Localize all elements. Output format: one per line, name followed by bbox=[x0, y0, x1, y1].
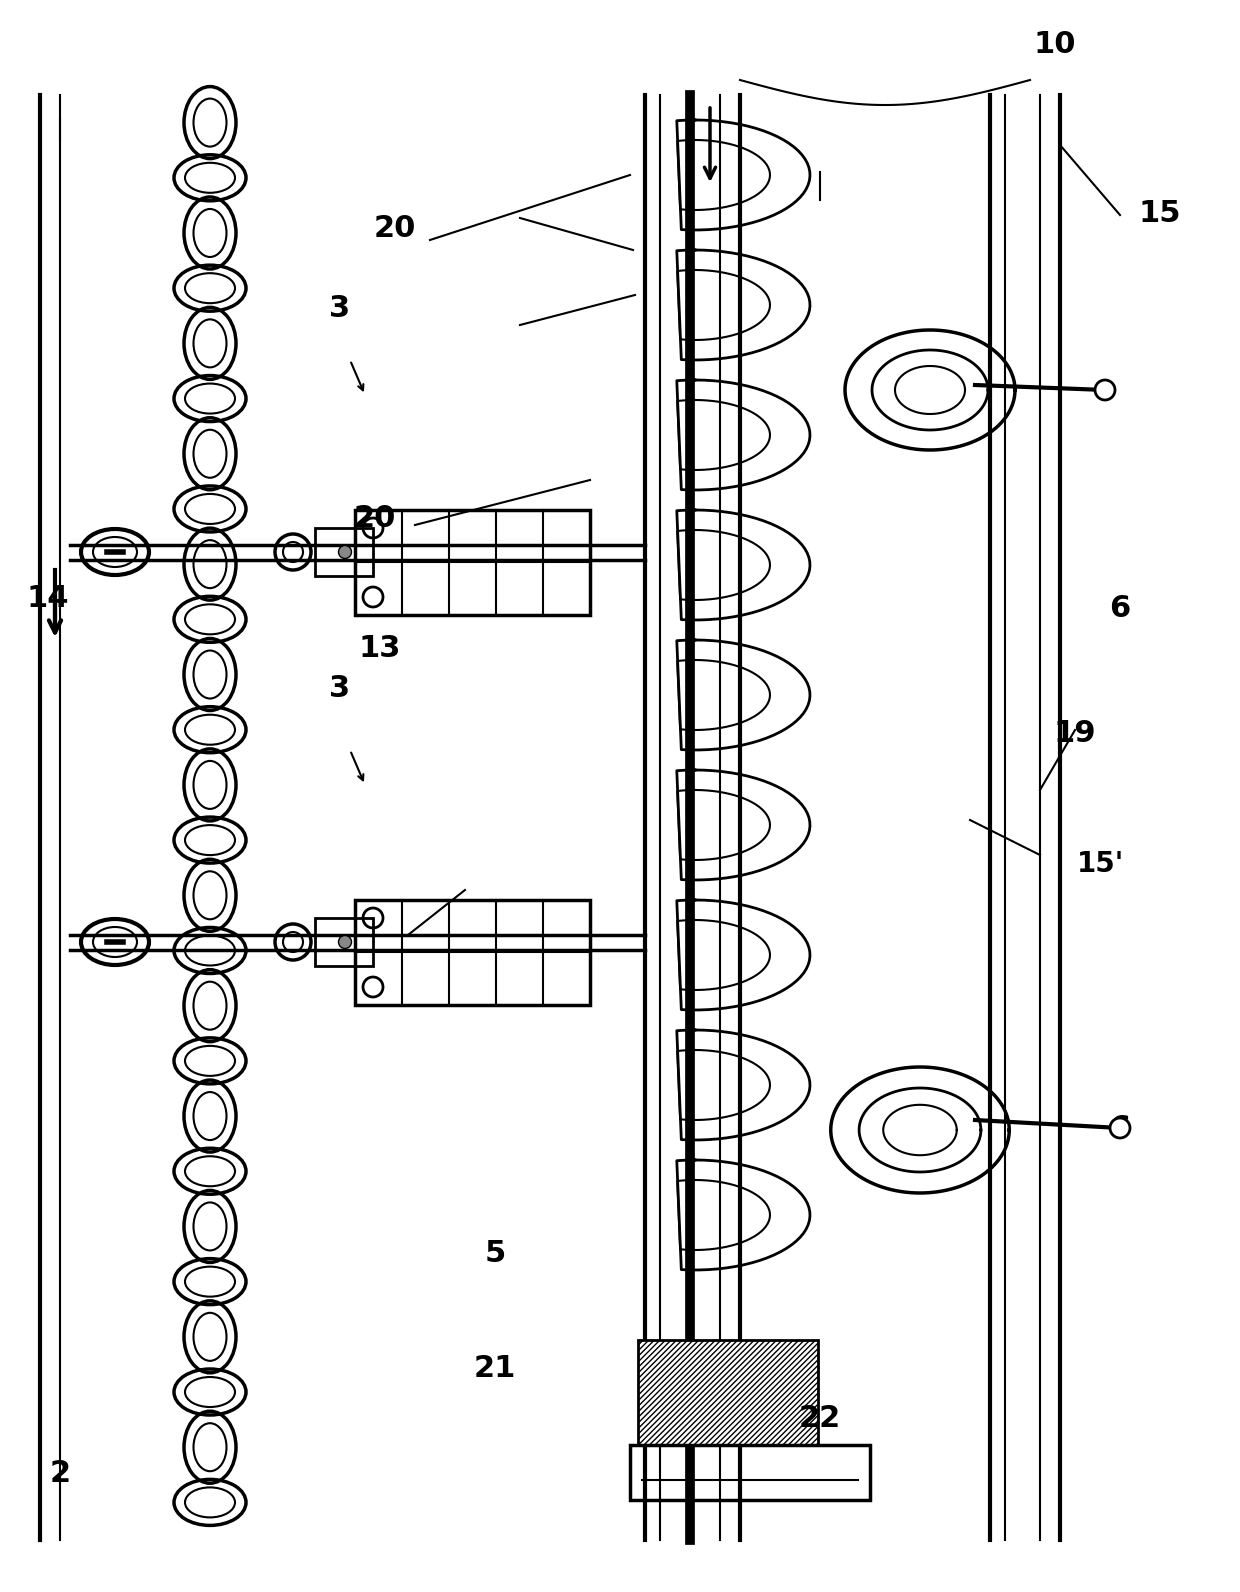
Ellipse shape bbox=[1095, 380, 1115, 400]
Text: 5: 5 bbox=[485, 1239, 506, 1267]
Text: 13: 13 bbox=[358, 634, 402, 662]
Text: 20: 20 bbox=[353, 505, 397, 533]
Text: 15': 15' bbox=[1076, 850, 1123, 879]
Text: 20: 20 bbox=[373, 213, 417, 244]
Text: 15: 15 bbox=[1138, 199, 1182, 228]
Bar bbox=[355, 509, 590, 615]
Text: 6: 6 bbox=[1110, 1114, 1131, 1143]
Text: 19: 19 bbox=[1054, 720, 1096, 748]
Text: 2: 2 bbox=[50, 1458, 71, 1489]
Text: 14: 14 bbox=[27, 584, 69, 613]
Bar bbox=[639, 1340, 818, 1446]
Bar bbox=[630, 1446, 870, 1500]
Text: 21: 21 bbox=[474, 1355, 516, 1383]
Bar bbox=[315, 919, 373, 966]
Text: 10: 10 bbox=[1034, 30, 1076, 59]
Bar bbox=[315, 529, 373, 576]
Ellipse shape bbox=[339, 546, 351, 559]
Text: 22: 22 bbox=[799, 1404, 841, 1433]
Ellipse shape bbox=[339, 936, 351, 949]
Ellipse shape bbox=[1110, 1118, 1130, 1138]
Text: 3: 3 bbox=[330, 295, 351, 323]
Bar bbox=[355, 899, 590, 1005]
Text: 3: 3 bbox=[330, 673, 351, 704]
Text: 6: 6 bbox=[1110, 594, 1131, 622]
